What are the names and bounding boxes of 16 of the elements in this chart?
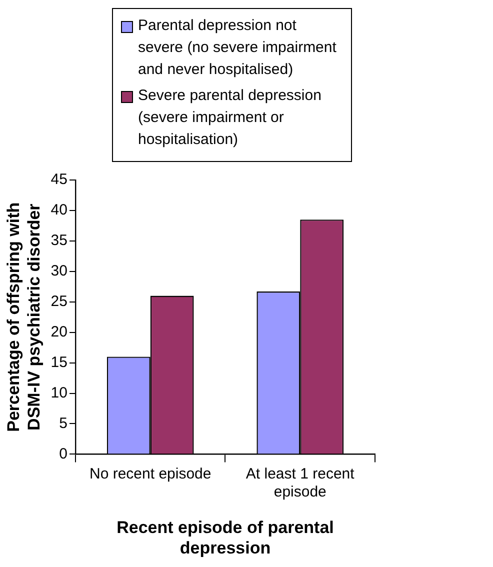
x-tick-label: At least 1 recent episode (246, 465, 356, 500)
x-axis-title: Recent episode of parental depression (116, 518, 334, 558)
legend-label: Severe parental depression (severe impairment or hospitalisation) (138, 86, 322, 150)
y-tick-label: 10 (50, 384, 68, 402)
y-tick-label: 5 (59, 414, 68, 432)
legend-label: Parental depression not severe (no severe impairment and never hospitalised) (138, 16, 338, 80)
y-tick-label: 30 (50, 262, 68, 280)
y-tick-label: 25 (50, 293, 68, 310)
y-axis-title: Percentage of offspring with DSM-IV psychiatric disorder (4, 202, 44, 432)
y-tick-label: 40 (50, 202, 68, 219)
y-tick-label: 35 (50, 232, 68, 250)
y-tick-label: 15 (50, 354, 68, 371)
y-tick-label: 20 (50, 323, 68, 340)
y-tick-label: 0 (59, 445, 68, 462)
y-tick-label: 45 (50, 171, 68, 188)
x-tick-label: No recent episode (89, 465, 212, 482)
